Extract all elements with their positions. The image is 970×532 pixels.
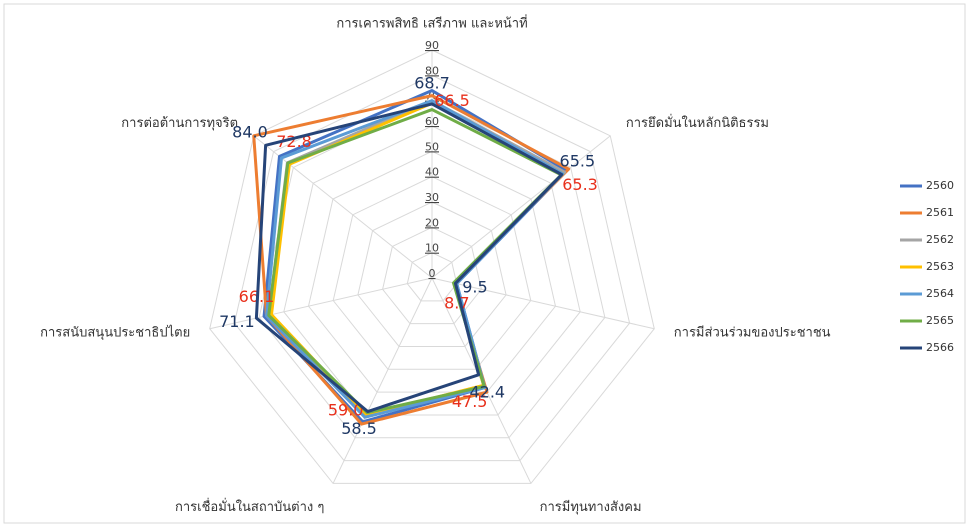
r-tick-label: 20 xyxy=(425,216,439,229)
legend-label: 2561 xyxy=(926,206,954,219)
legend-label: 2560 xyxy=(926,179,954,192)
grid-ring xyxy=(406,252,458,302)
category-label: การสนับสนุนประชาธิปไตย xyxy=(40,325,190,341)
data-label: 65.3 xyxy=(562,175,598,194)
r-tick-label: 50 xyxy=(425,140,439,153)
data-label: 59.0 xyxy=(328,401,364,420)
r-tick-label: 40 xyxy=(425,166,439,179)
legend-label: 2563 xyxy=(926,260,954,273)
spoke xyxy=(431,277,655,330)
category-label: การมีส่วนร่วมของประชาชน xyxy=(674,325,831,341)
grid-ring xyxy=(233,74,631,462)
spoke xyxy=(209,277,433,330)
r-tick-label: 90 xyxy=(425,39,439,52)
category-label: การยึดมั่นในหลักนิติธรรม xyxy=(626,114,769,131)
grid-ring xyxy=(258,100,606,439)
series-line xyxy=(254,102,564,414)
legend-label: 2565 xyxy=(926,314,954,327)
r-tick-label: 10 xyxy=(425,242,439,255)
data-label: 66.5 xyxy=(434,91,470,110)
r-tick-label: 60 xyxy=(425,115,439,128)
data-label: 68.7 xyxy=(414,73,450,92)
category-label: การมีทุนทางสังคม xyxy=(540,499,642,515)
category-label: การเชื่อมั่นในสถาบันต่าง ๆ xyxy=(175,498,324,515)
data-label: 47.5 xyxy=(452,392,488,411)
data-label: 71.1 xyxy=(219,312,255,331)
grid-ring xyxy=(332,176,532,370)
grid-ring xyxy=(283,125,581,416)
legend-label: 2564 xyxy=(926,287,954,300)
category-label: การต่อต้านการทุจริต xyxy=(121,116,238,131)
r-tick-label: 30 xyxy=(425,191,439,204)
grid-ring xyxy=(382,226,482,325)
category-label: การเคารพสิทธิ เสรีภาพ และหน้าที่ xyxy=(336,15,527,32)
spoke xyxy=(332,277,433,484)
legend-label: 2562 xyxy=(926,233,954,246)
grid-ring xyxy=(307,150,557,393)
spoke xyxy=(431,135,611,279)
data-label: 8.7 xyxy=(444,294,469,313)
spoke xyxy=(253,135,433,279)
data-label: 9.5 xyxy=(462,277,487,296)
chart-frame xyxy=(3,3,966,524)
data-label: 58.5 xyxy=(341,419,377,438)
data-label: 84.0 xyxy=(232,122,268,141)
grid-ring xyxy=(209,49,655,484)
r-tick-label: 0 xyxy=(429,267,436,280)
legend-label: 2566 xyxy=(926,341,954,354)
data-label: 42.4 xyxy=(469,382,505,401)
r-tick-label: 80 xyxy=(425,64,439,77)
data-label: 65.5 xyxy=(560,152,596,171)
